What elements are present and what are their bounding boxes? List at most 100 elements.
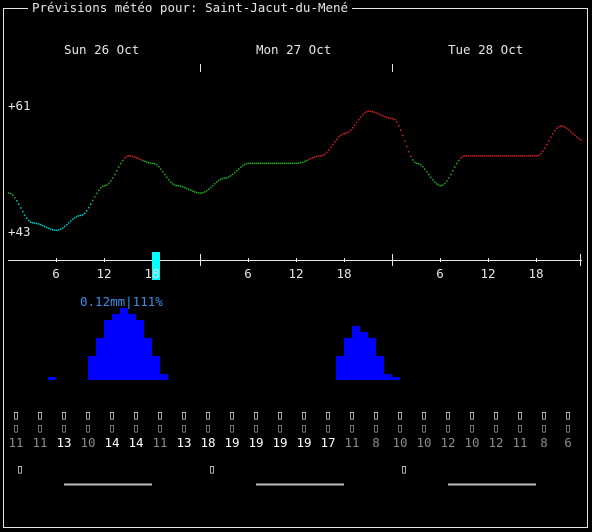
temp-point xyxy=(354,124,356,126)
temp-point xyxy=(562,125,564,128)
hour-label: 12 xyxy=(480,266,496,281)
temp-point xyxy=(70,220,72,222)
hour-label: 18 xyxy=(336,266,352,281)
temp-point xyxy=(38,223,40,225)
temp-point xyxy=(74,217,76,219)
temp-point xyxy=(436,183,438,185)
temp-point xyxy=(532,155,534,157)
rain-bar xyxy=(384,374,392,380)
temp-point xyxy=(346,132,348,134)
temp-point xyxy=(210,186,212,189)
temp-point xyxy=(228,176,230,178)
weather-icon: ▯ xyxy=(516,407,524,422)
temp-point xyxy=(540,152,542,155)
temp-point xyxy=(366,110,368,113)
temp-point xyxy=(358,118,360,121)
temp-point xyxy=(326,151,328,154)
temp-point xyxy=(466,155,468,157)
hour-label: 12 xyxy=(288,266,304,281)
weather-icon: ▯ xyxy=(444,407,452,422)
temperature-curve xyxy=(8,110,582,232)
temp-point xyxy=(548,140,550,142)
temp-point xyxy=(558,125,560,128)
temp-point xyxy=(108,182,110,185)
temp-point xyxy=(164,173,166,176)
temp-point xyxy=(214,183,216,185)
temp-point xyxy=(508,155,510,157)
rain-bar xyxy=(120,308,128,380)
humidity-value: 19 xyxy=(248,435,264,450)
temp-point xyxy=(110,180,112,182)
temp-point xyxy=(276,162,278,165)
wind-icon: ▯ xyxy=(132,420,140,435)
temp-point xyxy=(496,155,498,157)
temp-point xyxy=(476,155,478,157)
temp-point xyxy=(536,155,538,157)
temp-point xyxy=(244,163,246,166)
temp-point xyxy=(550,136,552,138)
temp-point xyxy=(394,118,396,121)
temp-point xyxy=(212,184,214,187)
temp-point xyxy=(192,190,194,192)
temp-point xyxy=(336,138,338,141)
temp-point xyxy=(424,168,426,170)
temp-point xyxy=(256,162,258,165)
temp-point xyxy=(186,187,188,190)
temp-point xyxy=(554,130,556,132)
temp-point xyxy=(64,225,66,228)
temp-point xyxy=(544,147,546,149)
temp-point xyxy=(312,157,314,159)
temp-point xyxy=(80,214,82,217)
temp-point xyxy=(408,151,410,153)
wind-icon: ▯ xyxy=(300,420,308,435)
temp-point xyxy=(520,155,522,157)
temp-point xyxy=(56,229,58,232)
temp-point xyxy=(270,162,272,165)
temp-point xyxy=(40,224,42,226)
temp-point xyxy=(268,162,270,165)
weather-icon: ▯ xyxy=(12,407,20,422)
temp-point xyxy=(340,134,342,136)
hour-label: 6 xyxy=(244,266,252,281)
temp-point xyxy=(546,143,548,146)
temp-point xyxy=(48,227,50,230)
humidity-value: 12 xyxy=(488,435,504,450)
temp-point xyxy=(412,159,414,161)
temp-point xyxy=(442,184,444,186)
rain-bar xyxy=(128,314,136,380)
temp-point xyxy=(138,157,140,160)
temp-point xyxy=(482,155,484,157)
temp-point xyxy=(510,155,512,157)
temp-point xyxy=(468,155,470,157)
weather-icon: ▯ xyxy=(132,407,140,422)
temp-point xyxy=(522,155,524,157)
temp-point xyxy=(472,155,474,157)
temp-point xyxy=(296,162,298,165)
temp-point xyxy=(420,164,422,166)
temp-point xyxy=(260,162,262,165)
temp-point xyxy=(252,162,254,165)
temp-point xyxy=(282,162,284,165)
temp-point xyxy=(22,210,24,213)
temp-point xyxy=(54,229,56,231)
temp-point xyxy=(552,133,554,135)
temp-point xyxy=(176,184,178,187)
temp-point xyxy=(324,153,326,155)
temp-point xyxy=(406,145,408,148)
temp-point xyxy=(168,179,170,181)
temp-point xyxy=(402,134,404,137)
temp-point xyxy=(294,162,296,165)
humidity-value: 11 xyxy=(8,435,24,450)
temp-point xyxy=(206,190,208,192)
wind-icon: ▯ xyxy=(180,420,188,435)
temp-point xyxy=(422,166,424,168)
temp-point xyxy=(370,110,372,113)
weather-icon: ▯ xyxy=(108,407,116,422)
temp-point xyxy=(378,113,380,115)
temp-point xyxy=(190,189,192,191)
wind-icon: ▯ xyxy=(348,420,356,435)
temp-point xyxy=(514,155,516,157)
temp-point xyxy=(322,154,324,157)
rain-bar xyxy=(392,377,400,380)
temp-point xyxy=(216,181,218,183)
